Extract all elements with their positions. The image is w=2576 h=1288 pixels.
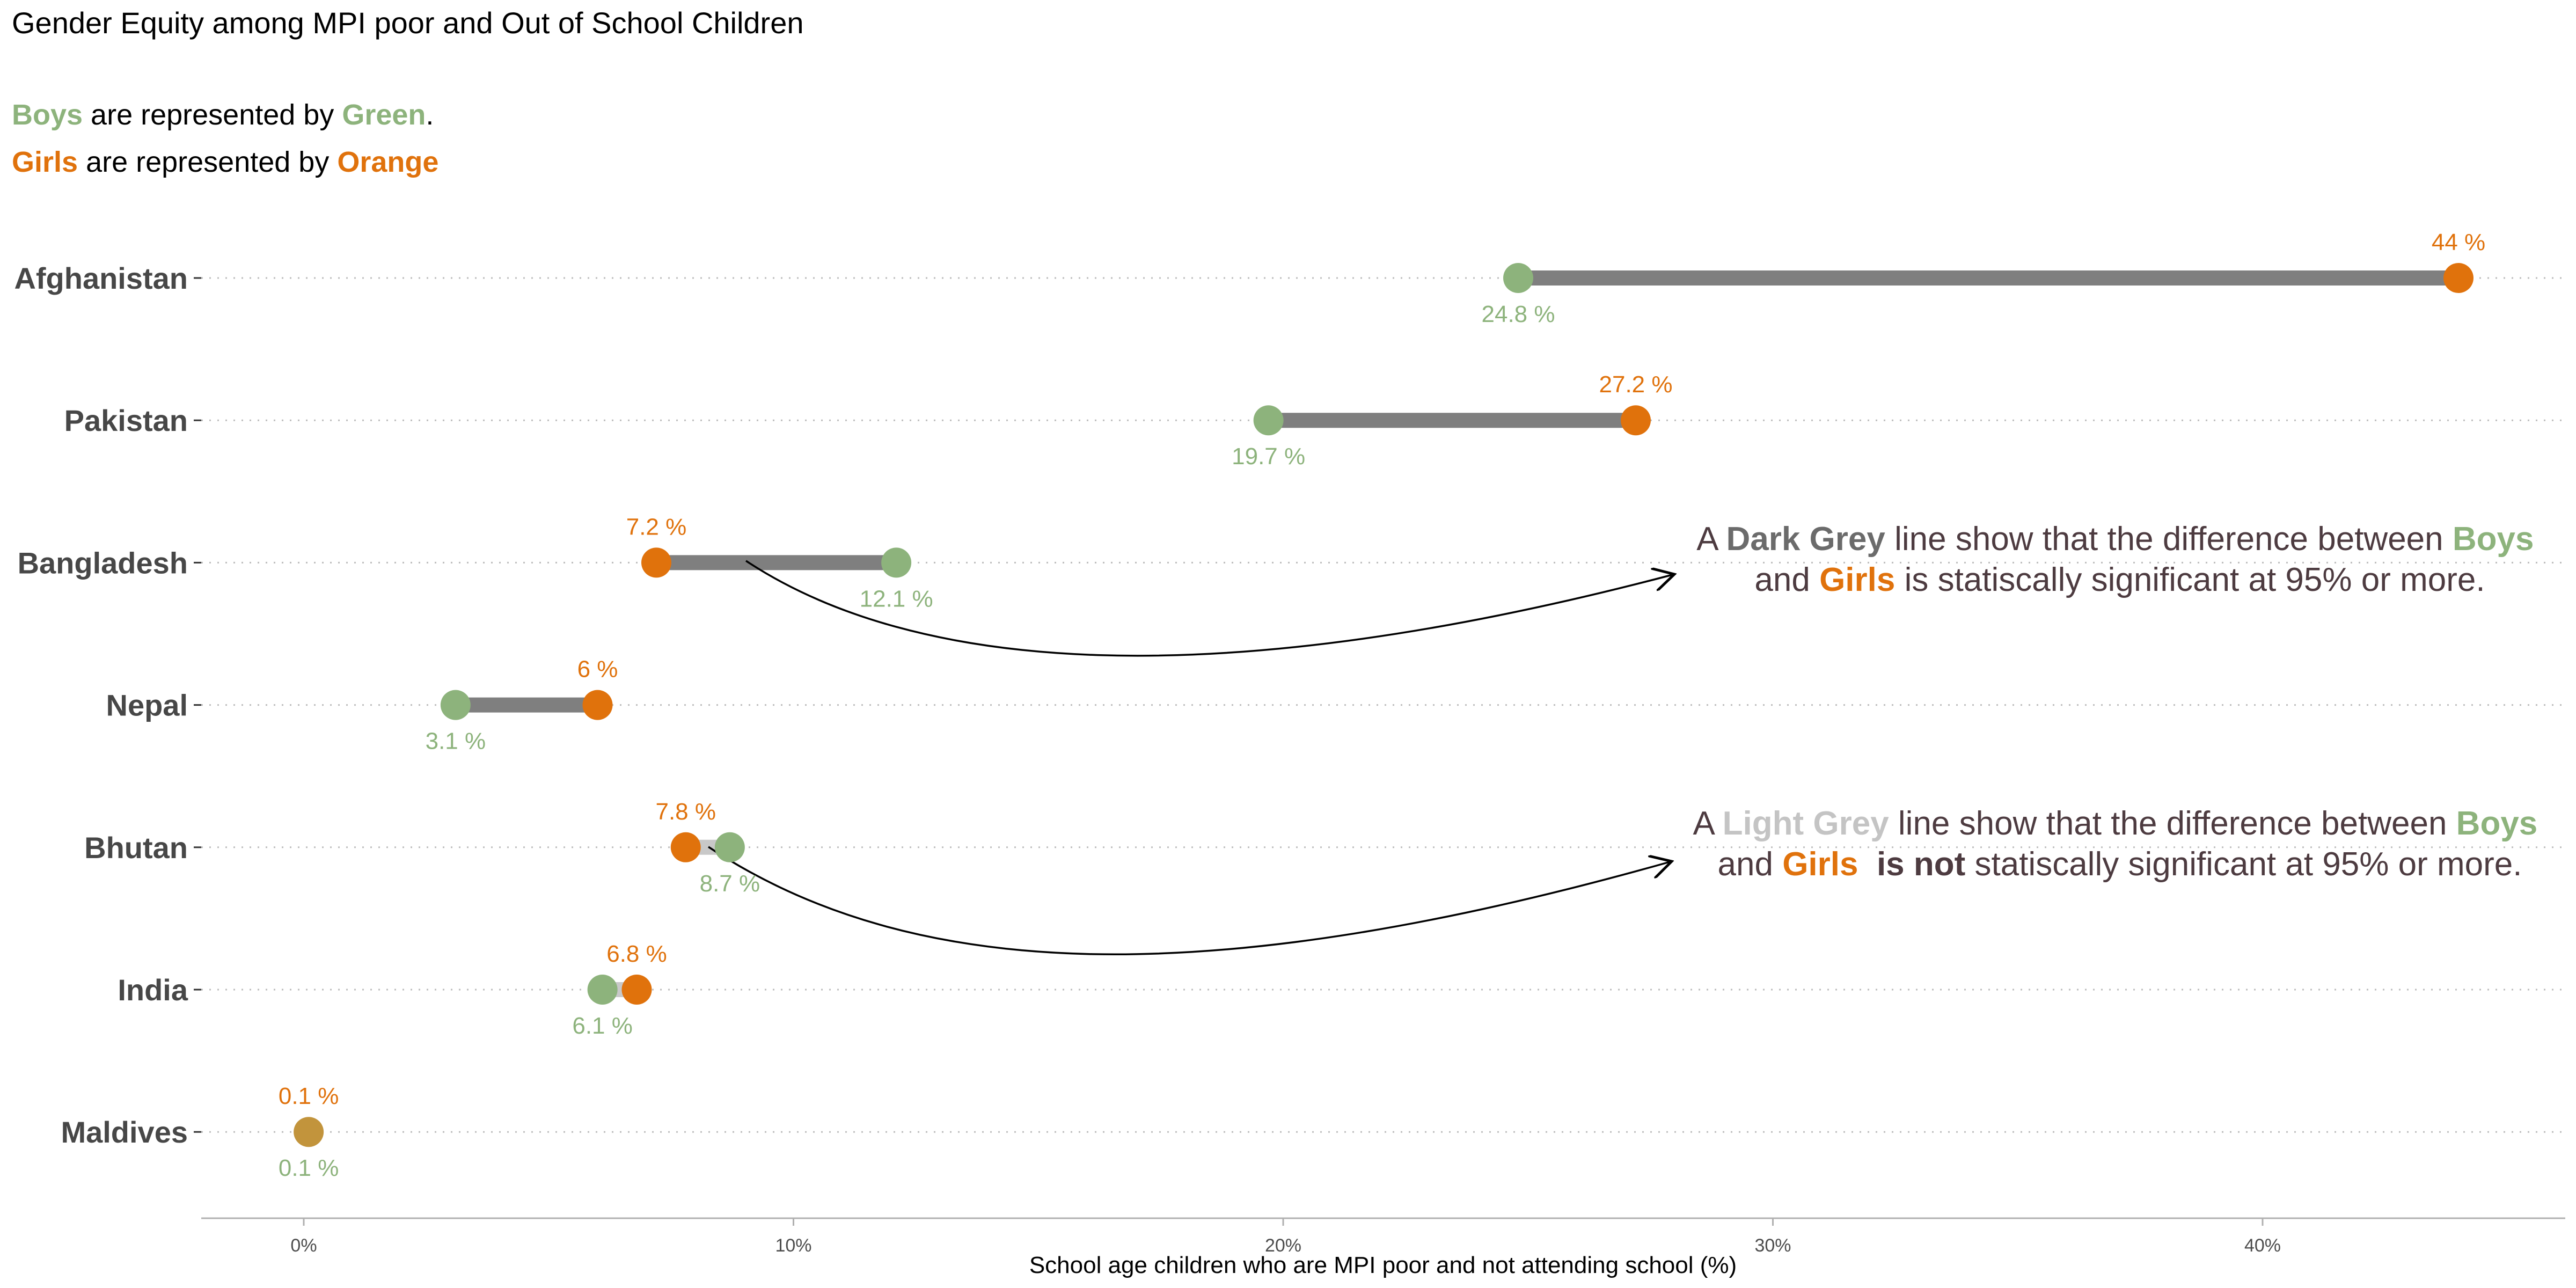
annotation-run-girls: Girls <box>1782 846 1858 883</box>
girls-value-label: 7.8 % <box>655 799 716 825</box>
annotation-run-plain: A <box>1693 805 1722 842</box>
girls-point <box>621 975 652 1005</box>
category-label: Maldives <box>61 1115 188 1149</box>
legend-girls-word: Girls <box>12 146 78 178</box>
annotation-run-plain: line show that the difference between <box>1889 805 2456 842</box>
legend-boys-text: are represented by <box>83 99 342 131</box>
annotation-run-plain: A <box>1696 521 1726 558</box>
boys-value-label: 0.1 % <box>279 1155 339 1181</box>
category-label: Afghanistan <box>14 261 188 295</box>
annotation-run-plain: and <box>1718 846 1783 883</box>
annotation-arrow-not-significant <box>708 846 1672 956</box>
annotation-run-plain <box>1858 846 1876 883</box>
girls-point <box>2443 263 2473 293</box>
boys-point <box>881 547 912 578</box>
boys-value-label: 24.8 % <box>1482 301 1555 327</box>
legend-girls-line: Girls are represented by Orange <box>12 146 438 178</box>
annotation-run-bold: is not <box>1877 846 1965 883</box>
annotation-arrow-significant <box>745 560 1674 657</box>
boys-value-label: 6.1 % <box>572 1013 633 1039</box>
legend-boys-line: Boys are represented by Green. <box>12 99 434 131</box>
x-tick-label: 10% <box>775 1235 811 1256</box>
girls-value-label: 27.2 % <box>1599 371 1673 398</box>
x-tick-label: 30% <box>1754 1235 1791 1256</box>
category-labels: Afghanistan Pakistan Bangladesh Nepal Bhutan… <box>14 261 201 1149</box>
girls-point <box>582 690 613 720</box>
data-labels: 44 % 24.8 % 27.2 % 19.7 % 7.2 % 12.1 % 6 % 3.1 … <box>279 229 2485 1181</box>
girls-value-label: 44 % <box>2432 229 2485 255</box>
annotation-run-boys: Boys <box>2456 805 2538 842</box>
category-label: Bhutan <box>84 831 188 865</box>
annotation-run-girls: Girls <box>1819 561 1895 598</box>
girls-point <box>670 832 701 862</box>
x-axis: 0% 10% 20% 30% 40% <box>201 1217 2565 1256</box>
legend-girls-text: are represented by <box>78 146 337 178</box>
girls-point <box>641 547 671 578</box>
annotation-run-plain: is statiscally significant at 95% or mor… <box>1895 561 2485 598</box>
annotation-run-plain: line show that the difference between <box>1885 521 2453 558</box>
legend-girls-color-word: Orange <box>337 146 438 178</box>
annotation-run-plain: statiscally significant at 95% or more. <box>1965 846 2522 883</box>
category-label: Nepal <box>106 689 188 722</box>
boys-value-label: 3.1 % <box>426 728 486 755</box>
boys-value-label: 8.7 % <box>700 870 760 897</box>
dumbbell-points <box>294 263 2473 1147</box>
boys-point <box>1253 405 1284 436</box>
annotation-significant-line1: A Dark Grey line show that the differenc… <box>1696 521 2534 558</box>
boys-point <box>1503 263 1533 293</box>
annotation-run-dark: Dark Grey <box>1726 521 1885 558</box>
annotation-run-plain: and <box>1754 561 1819 598</box>
girls-point <box>1621 405 1651 436</box>
boys-point <box>714 832 745 862</box>
boys-value-label: 19.7 % <box>1232 443 1305 470</box>
girls-value-label: 0.1 % <box>279 1083 339 1109</box>
boys-point <box>440 690 471 720</box>
annotation-not-significant-line1: A Light Grey line show that the differen… <box>1693 805 2537 842</box>
category-label: India <box>118 973 188 1007</box>
x-axis-title: School age children who are MPI poor and… <box>1029 1252 1737 1278</box>
legend-boys-word: Boys <box>12 99 83 131</box>
category-label: Pakistan <box>64 404 188 437</box>
annotation-not-significant: A Light Grey line show that the differen… <box>1693 805 2546 883</box>
x-tick-label: 0% <box>290 1235 317 1256</box>
girls-value-label: 7.2 % <box>626 514 687 540</box>
annotation-not-significant-line2: and Girls is not statiscally significant… <box>1718 846 2522 883</box>
category-label: Bangladesh <box>18 546 188 580</box>
x-tick-label: 20% <box>1265 1235 1301 1256</box>
girls-value-label: 6.8 % <box>606 941 667 967</box>
x-tick-label: 40% <box>2244 1235 2281 1256</box>
chart-title: Gender Equity among MPI poor and Out of … <box>12 6 804 40</box>
girls-value-label: 6 % <box>577 656 618 683</box>
boys-point <box>587 975 618 1005</box>
annotation-significant: A Dark Grey line show that the differenc… <box>1696 521 2543 598</box>
legend-boys-color-word: Green <box>342 99 426 131</box>
legend-boys-end: . <box>426 99 434 131</box>
overlap-point <box>294 1117 324 1147</box>
annotation-run-boys: Boys <box>2453 521 2534 558</box>
annotation-significant-line2: and Girls is statiscally significant at … <box>1754 561 2485 598</box>
annotation-run-light: Light Grey <box>1723 805 1890 842</box>
boys-value-label: 12.1 % <box>860 586 933 612</box>
